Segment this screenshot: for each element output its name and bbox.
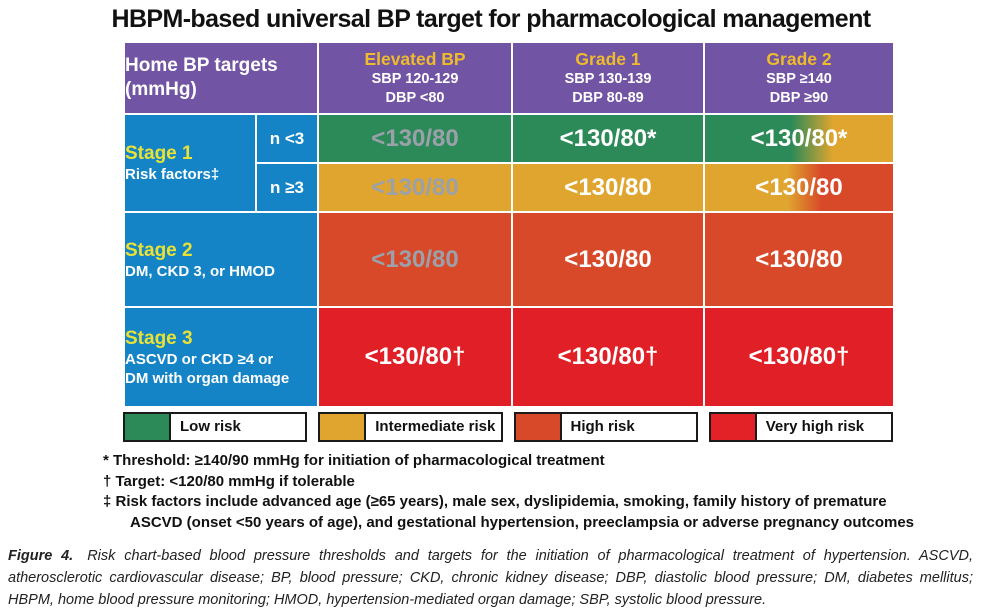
footnote-risk-factors-line1: ‡ Risk factors include advanced age (≥65… [103, 493, 887, 510]
target-cell-stage2-grade2: <130/80 [703, 211, 896, 308]
figure-page: HBPM-based universal BP target for pharm… [0, 5, 982, 609]
legend-item-low-risk: Low risk [123, 412, 308, 442]
stage3-subtitle-line2: DM with organ damage [125, 369, 290, 387]
risk-chart-table: Home BP targets (mmHg) Elevated BP SBP 1… [122, 41, 896, 408]
dbp-range: DBP ≥90 [769, 90, 829, 106]
stage3-subtitle-line1: ASCVD or CKD ≥4 or [125, 350, 274, 368]
stage3-row: Stage 3 ASCVD or CKD ≥4 or DM with organ… [122, 306, 896, 408]
footnote-risk-factors-line2: ASCVD (onset <50 years of age), and gest… [130, 513, 915, 531]
stage2-subtitle: DM, CKD 3, or HMOD [125, 262, 275, 280]
risk-legend: Low risk Intermediate risk High risk Ver… [123, 412, 893, 442]
stage2-row: Stage 2 DM, CKD 3, or HMOD <130/80 <130/… [122, 211, 896, 308]
legend-label: Very high risk [756, 412, 893, 442]
column-header-elevated-bp: Elevated BP SBP 120-129 DBP <80 [317, 41, 514, 115]
legend-label: Low risk [171, 412, 308, 442]
target-cell-stage1-lt3-grade2: <130/80* [703, 113, 896, 164]
stage3-title: Stage 3 [125, 327, 193, 349]
sbp-range: SBP ≥140 [766, 71, 832, 87]
target-cell-stage3-elevated: <130/80† [317, 306, 514, 408]
stage1-n-lt3-row: Stage 1 Risk factors‡ n <3 <130/80 <130/… [123, 113, 896, 213]
stage1-subtitle: Risk factors‡ [125, 166, 220, 183]
high-risk-swatch [513, 412, 562, 442]
legend-item-intermediate-risk: Intermediate risk [318, 412, 503, 442]
stage1-label-cell: Stage 1 Risk factors‡ [123, 113, 257, 213]
grade-label: Grade 1 [575, 49, 641, 69]
target-cell-stage1-lt3-grade1: <130/80* [511, 113, 706, 164]
stage1-title: Stage 1 [125, 143, 193, 164]
column-header-grade-1: Grade 1 SBP 130-139 DBP 80-89 [511, 41, 706, 115]
dbp-range: DBP <80 [385, 90, 445, 106]
figure-caption: Figure 4. Risk chart-based blood pressure… [8, 545, 973, 609]
legend-item-high-risk: High risk [513, 412, 698, 442]
footnotes: * Threshold: ≥140/90 mmHg for initiation… [103, 451, 982, 533]
stage1-n-ge3-row: n ≥3 <130/80 <130/80 <130/80 [124, 162, 896, 213]
table-header-row: Home BP targets (mmHg) Elevated BP SBP 1… [122, 41, 896, 115]
stage2-title: Stage 2 [125, 239, 193, 261]
column-header-grade-2: Grade 2 SBP ≥140 DBP ≥90 [703, 41, 896, 115]
low-risk-swatch [123, 412, 171, 442]
very-high-risk-swatch [708, 412, 757, 442]
target-cell-stage2-elevated: <130/80 [317, 211, 514, 308]
legend-label: High risk [561, 412, 698, 442]
header-corner-line2: (mmHg) [125, 79, 197, 100]
header-home-bp-targets: Home BP targets (mmHg) [122, 41, 320, 115]
footnote-target: † Target: <120/80 mmHg if tolerable [103, 472, 355, 490]
intermediate-risk-swatch [318, 412, 367, 442]
legend-item-very-high-risk: Very high risk [708, 412, 893, 442]
target-cell-stage3-grade2: <130/80† [703, 306, 896, 408]
figure-title: HBPM-based universal BP target for pharm… [111, 5, 872, 33]
grade-label: Grade 2 [766, 49, 832, 69]
grade-label: Elevated BP [364, 49, 466, 69]
figure-caption-text: Risk chart-based blood pressure threshol… [8, 548, 973, 608]
n-ge3-cell: n ≥3 [254, 162, 320, 213]
stage3-label-cell: Stage 3 ASCVD or CKD ≥4 or DM with organ… [122, 306, 320, 408]
target-cell-stage1-ge3-elevated: <130/80 [317, 162, 514, 213]
sbp-range: SBP 130-139 [564, 71, 652, 87]
header-corner-line1: Home BP targets [125, 55, 278, 76]
footnote-threshold: * Threshold: ≥140/90 mmHg for initiation… [103, 452, 605, 469]
dbp-range: DBP 80-89 [572, 90, 644, 106]
target-cell-stage1-ge3-grade1: <130/80 [511, 162, 706, 213]
legend-label: Intermediate risk [366, 412, 503, 442]
n-lt3-cell: n <3 [254, 113, 320, 164]
target-cell-stage1-lt3-elevated: <130/80 [317, 113, 514, 164]
target-cell-stage3-grade1: <130/80† [511, 306, 706, 408]
target-cell-stage1-ge3-grade2: <130/80 [703, 162, 896, 213]
target-cell-stage2-grade1: <130/80 [511, 211, 706, 308]
stage2-label-cell: Stage 2 DM, CKD 3, or HMOD [122, 211, 320, 308]
figure-caption-number: Figure 4. [8, 548, 74, 564]
sbp-range: SBP 120-129 [371, 71, 459, 87]
